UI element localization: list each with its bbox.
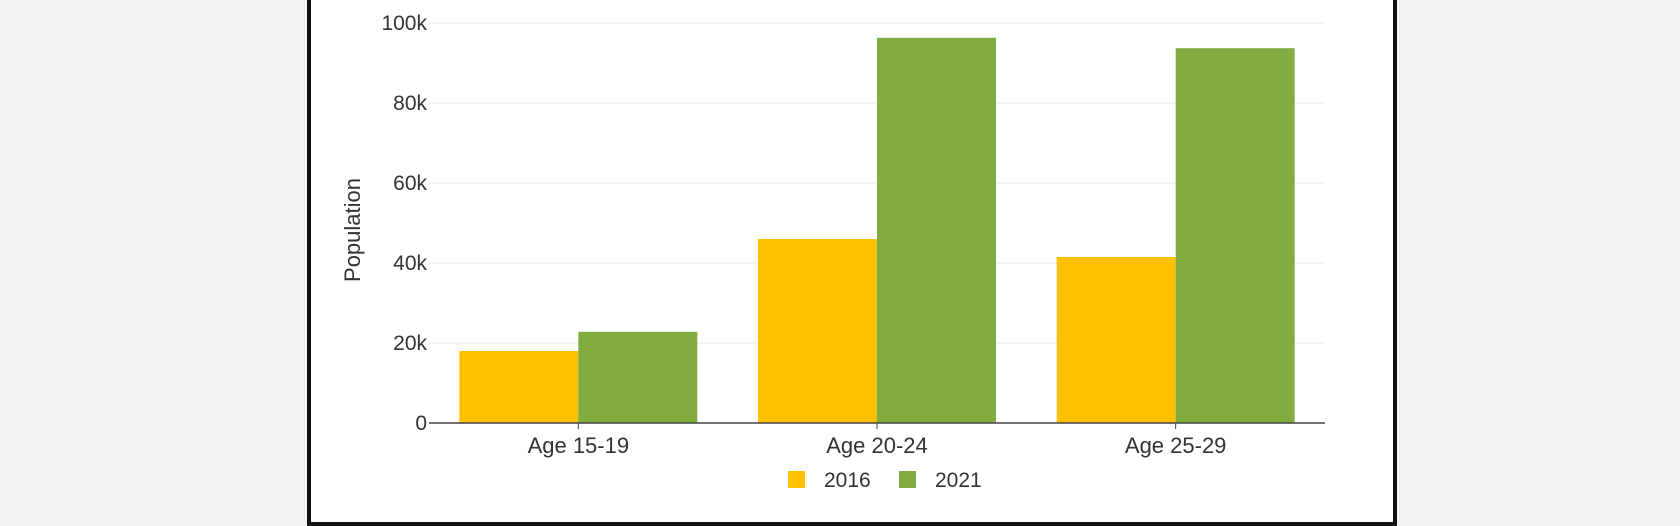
y-axis-title: Population [340,178,365,282]
x-axis-ticks: Age 15-19 Age 20-24 Age 25-29 [528,423,1227,458]
y-tick-label: 80k [393,92,427,115]
y-tick-label: 100k [381,12,427,35]
bars [459,37,1295,424]
bar-2016-1 [758,239,877,423]
legend-label: 2021 [935,469,982,492]
legend-label: 2016 [824,469,871,492]
bar-2021-2 [1175,48,1295,423]
bar-2016-0 [459,351,579,423]
y-tick-label: 40k [393,252,427,275]
y-tick-label: 0 [415,412,427,435]
y-tick-label: 60k [393,172,427,195]
y-axis-ticks: 0 20k 40k 60k 80k 100k [381,12,427,435]
bar-2016-2 [1056,257,1176,423]
legend-swatch-2021 [899,471,916,488]
x-tick-label: Age 15-19 [528,433,630,458]
legend: 2016 2021 [788,469,982,492]
y-tick-label: 20k [393,332,427,355]
legend-swatch-2016 [788,471,805,488]
bar-2021-0 [578,331,698,423]
x-tick-label: Age 20-24 [826,433,928,458]
bar-2021-1 [877,37,996,424]
x-tick-label: Age 25-29 [1125,433,1227,458]
